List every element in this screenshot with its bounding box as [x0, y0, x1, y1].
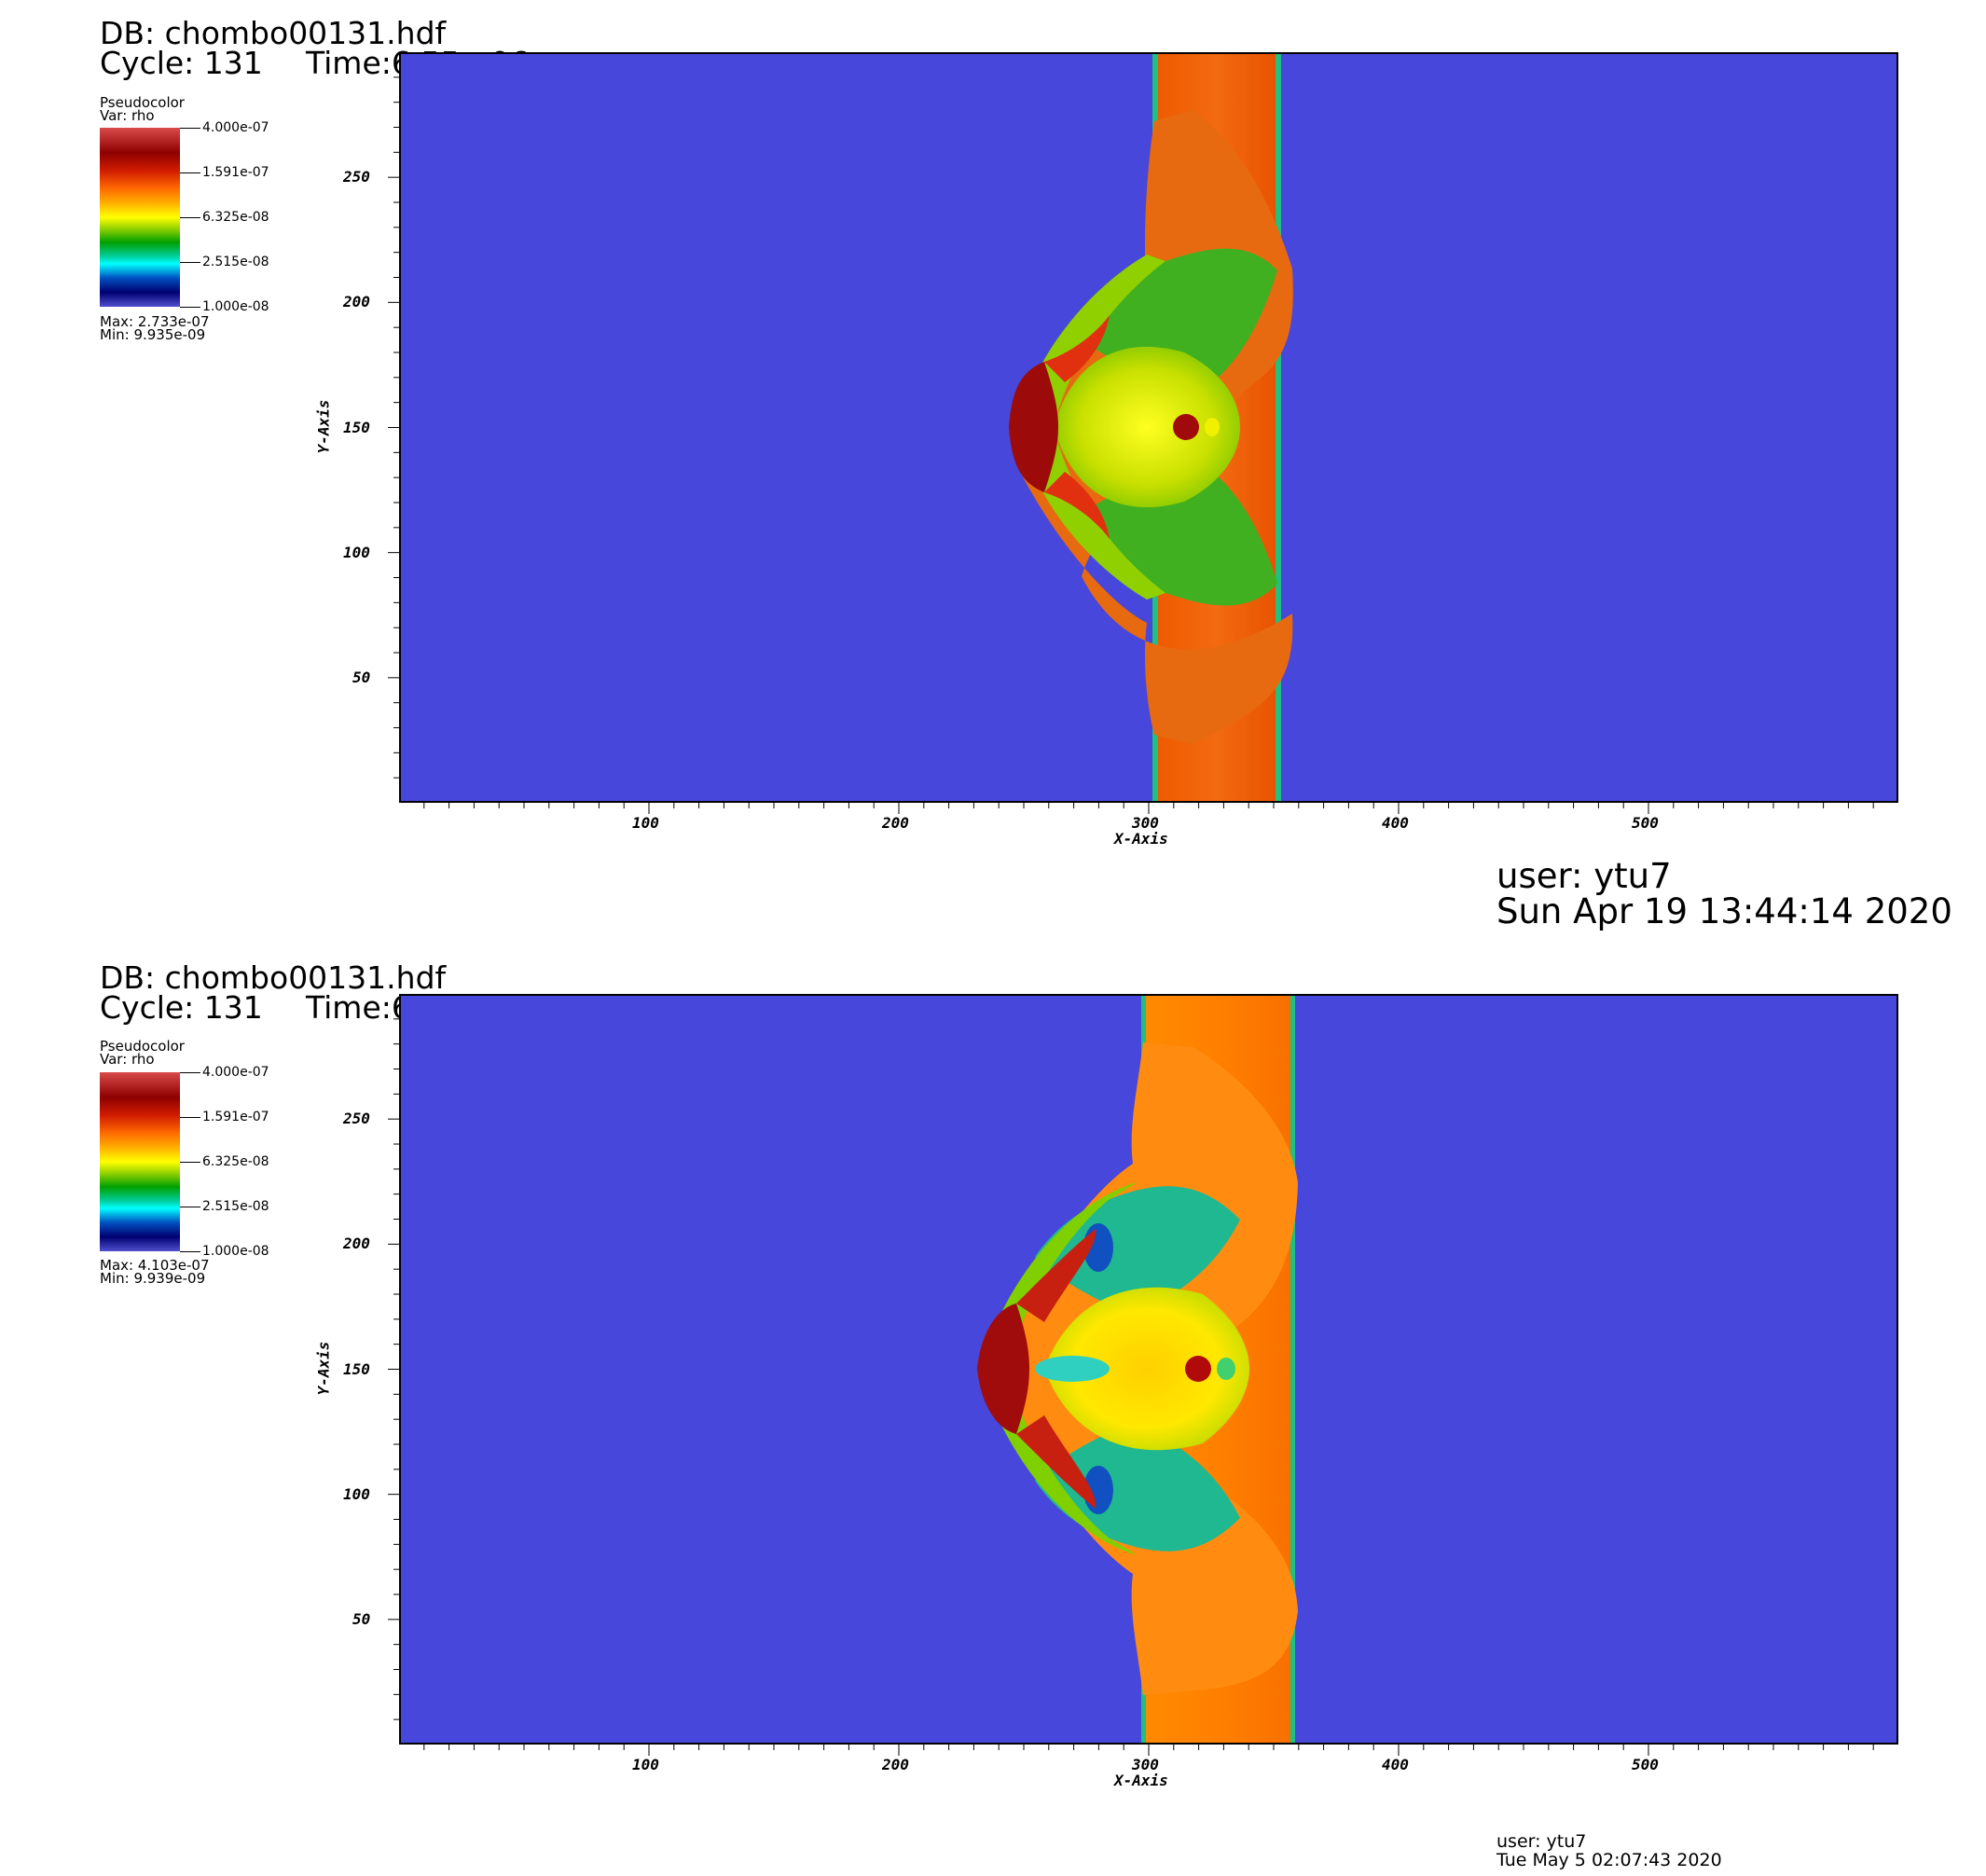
colorbar-label: 1.000e-08: [202, 299, 269, 314]
density-field: [977, 996, 1298, 1743]
colorbar-label: 2.515e-08: [202, 255, 269, 269]
y-tick-label: 150: [343, 1359, 370, 1378]
y-tick-label: 50: [352, 668, 371, 686]
band-edge: [1276, 54, 1281, 801]
band-edge: [1290, 996, 1295, 1743]
legend-max: Max: 2.733e-07: [100, 313, 210, 330]
legend-plot-type: Pseudocolor: [100, 94, 185, 111]
colorbar: [100, 1072, 180, 1251]
colorbar-label: 1.591e-07: [202, 165, 269, 180]
y-tick-label: 250: [343, 1110, 370, 1128]
x-tick-label: 100: [632, 814, 659, 832]
x-tick-label: 400: [1382, 814, 1409, 832]
date-label: Tue May 5 02:07:43 2020: [1496, 1850, 1722, 1870]
cycle-label: Cycle: 131: [100, 45, 263, 81]
x-tick-label: 100: [632, 1756, 659, 1773]
colorbar-tick: [180, 172, 200, 173]
legend-min: Min: 9.935e-09: [100, 326, 206, 343]
pseudocolor-plot: [399, 52, 1898, 803]
x-tick-label: 500: [1632, 1756, 1659, 1773]
colorbar: [100, 128, 180, 307]
colorbar-label: 1.000e-08: [202, 1244, 269, 1259]
dense-front: [1009, 362, 1058, 492]
legend-plot-type: Pseudocolor: [100, 1038, 185, 1055]
db-label: DB: chombo00131.hdf: [100, 959, 447, 996]
x-tick-label: 400: [1382, 1756, 1409, 1773]
dense-spot: [1185, 1356, 1211, 1382]
colorbar-tick: [180, 1072, 200, 1073]
legend-var: Var: rho: [100, 1051, 155, 1068]
colorbar-tick: [180, 262, 200, 263]
core-spot: [1217, 1358, 1235, 1380]
colorbar-tick: [180, 217, 200, 218]
y-tick-label: 250: [343, 168, 370, 186]
x-tick-label: 500: [1632, 814, 1659, 832]
colorbar-tick: [180, 128, 200, 129]
dense-front: [977, 1304, 1029, 1434]
legend-min: Min: 9.939e-09: [100, 1270, 206, 1287]
y-tick-label: 100: [343, 543, 370, 561]
pseudocolor-plot: [399, 994, 1898, 1745]
x-tick-label: 300: [1132, 814, 1159, 832]
user-label: user: ytu7: [1496, 856, 1672, 896]
legend-var: Var: rho: [100, 107, 155, 124]
cycle-label: Cycle: 131: [100, 989, 263, 1026]
x-tick-label: 200: [882, 814, 909, 832]
colorbar-label: 6.325e-08: [202, 210, 269, 225]
inner-jet: [1035, 1356, 1110, 1382]
colorbar-tick: [180, 1162, 200, 1163]
dense-filament: [1044, 472, 1110, 539]
dense-spot: [1173, 414, 1199, 440]
date-label: Sun Apr 19 13:44:14 2020: [1496, 891, 1952, 931]
x-axis-label: X-Axis: [1114, 830, 1168, 848]
dense-filament: [1016, 1229, 1096, 1322]
dense-filament: [1044, 315, 1110, 382]
core-region: [1044, 1287, 1249, 1451]
db-label: DB: chombo00131.hdf: [100, 15, 447, 51]
y-tick-label: 200: [343, 1235, 370, 1253]
user-label: user: ytu7: [1496, 1831, 1587, 1852]
colorbar-label: 4.000e-07: [202, 1065, 269, 1080]
colorbar-label: 2.515e-08: [202, 1199, 269, 1214]
core-region: [1054, 346, 1240, 508]
colorbar-tick: [180, 1251, 200, 1252]
y-tick-label: 200: [343, 293, 370, 311]
x-tick-label: 200: [882, 1756, 909, 1773]
dense-filament: [1016, 1415, 1096, 1509]
legend-max: Max: 4.103e-07: [100, 1257, 210, 1274]
colorbar-tick: [180, 1117, 200, 1118]
colorbar-label: 4.000e-07: [202, 120, 269, 135]
colorbar-tick: [180, 307, 200, 308]
y-tick-label: 50: [352, 1609, 371, 1628]
core-spot: [1205, 418, 1220, 436]
y-axis-label: Y-Axis: [314, 1341, 333, 1396]
x-tick-label: 300: [1132, 1756, 1159, 1773]
axes: [388, 76, 1874, 814]
colorbar-label: 1.591e-07: [202, 1110, 269, 1124]
colorbar-label: 6.325e-08: [202, 1154, 269, 1169]
y-tick-label: 100: [343, 1484, 370, 1503]
x-axis-label: X-Axis: [1114, 1772, 1168, 1789]
density-field: [1009, 54, 1293, 801]
y-tick-label: 150: [343, 418, 370, 436]
